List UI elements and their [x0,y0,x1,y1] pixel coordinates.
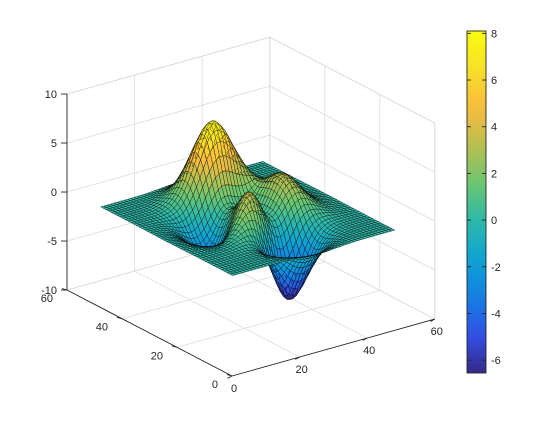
floor-grid-line [177,290,380,347]
colorbar-gradient [467,31,486,373]
z-tick-label: 0 [51,187,57,199]
surface-mesh [101,121,395,300]
x-tick-label: 60 [431,326,443,338]
z-tick-label: -10 [41,285,57,297]
y-axis-line [67,290,232,376]
colorbar-tick-label: 2 [491,168,497,180]
back-grid-line [67,86,270,143]
colorbar-tick-label: -4 [491,308,501,320]
y-tick-label: 40 [96,322,108,334]
y-tick-label: 20 [151,350,163,362]
colorbar-tick-label: 6 [491,75,497,87]
x-tick-label: 20 [295,364,307,376]
colorbar-tick-label: 8 [491,28,497,40]
colorbar-tick-label: -6 [491,355,501,367]
z-tick-label: 10 [45,89,57,101]
floor-grid-line [135,271,300,357]
y-tick-label: 0 [212,379,218,391]
x-tick-mark [228,376,232,378]
x-axis-line [232,319,435,376]
z-tick-label: 5 [51,138,57,150]
colorbar[interactable]: -6 -4 -2 0 2 4 6 8 [467,28,501,373]
side-grid-line [270,37,435,123]
x-tick-label: 40 [363,345,375,357]
colorbar-tick-label: 4 [491,122,497,134]
back-grid-line [67,37,270,94]
colorbar-tick-label: 0 [491,215,497,227]
z-tick-label: -5 [47,236,57,248]
side-grid-line [270,86,435,172]
x-tick-label: 0 [231,383,237,395]
colorbar-tick-label: -2 [491,262,501,274]
